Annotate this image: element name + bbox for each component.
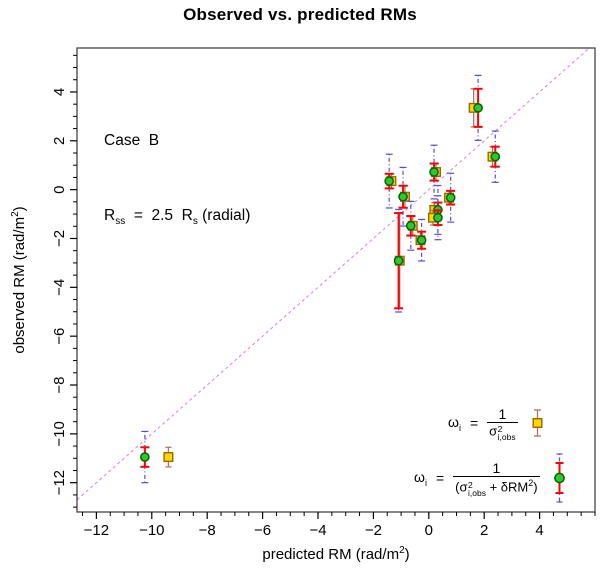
x-tick-label: −12 xyxy=(84,522,109,539)
x-axis-label-text: predicted RM (rad/m xyxy=(262,546,400,563)
data-point-circle xyxy=(405,220,416,231)
plot-border xyxy=(76,47,596,513)
legend-paren-open: ( xyxy=(455,479,460,495)
legend-equals-1: = xyxy=(469,415,479,432)
annotation-case-label: Case B xyxy=(104,132,160,149)
y-tick-label: −2 xyxy=(51,230,68,247)
y-tick-label: −10 xyxy=(51,421,68,446)
x-tick-label: −6 xyxy=(254,522,271,539)
legend-sigma-sub-1: i,obs xyxy=(497,432,516,443)
legend-fraction-2: 1 (σ 2 i,obs + δRM2) xyxy=(453,459,540,498)
data-point-circle xyxy=(140,452,150,462)
x-axis-label-close: ) xyxy=(404,546,410,563)
x-tick-label: −2 xyxy=(365,522,382,539)
legend-sigma-1: σ xyxy=(489,423,498,439)
legend-row-sigma-total: ωi = 1 (σ 2 i,obs + δRM2) xyxy=(414,452,567,504)
data-point-circle xyxy=(429,167,439,177)
data-point-circle xyxy=(384,176,395,186)
y-axis-label-close: ) xyxy=(11,206,28,212)
data-point-circle xyxy=(393,255,404,266)
legend-sigma-scripts-1: 2 i,obs xyxy=(497,424,516,443)
x-tick-label: −8 xyxy=(199,522,216,539)
legend-omega-symbol-2: ω xyxy=(414,468,425,485)
legend-green-circle-marker xyxy=(553,453,565,503)
legend-sigma-sup-1: 2 xyxy=(497,424,503,435)
legend-omega-symbol-1: ω xyxy=(448,413,459,430)
y-tick-label: −4 xyxy=(51,279,68,296)
legend-omega-sub-1: i xyxy=(458,422,461,433)
y-tick-label: 0 xyxy=(51,185,68,193)
chart-title: Observed vs. predicted RMs xyxy=(183,5,417,24)
x-axis-label: predicted RM (rad/m2) xyxy=(136,545,536,563)
x-tick-label: 4 xyxy=(535,522,543,539)
annotation-r1-sub: ss xyxy=(115,216,126,228)
annotation-r2: R xyxy=(181,207,193,224)
data-point-circle xyxy=(433,212,443,223)
data-point-circle xyxy=(445,192,456,203)
legend-row-sigma-obs: ωi = 1 σ 2 i,obs xyxy=(448,406,545,443)
legend-sigma-scripts-2: 2 i,obs xyxy=(468,479,486,498)
y-tick-label: −12 xyxy=(51,470,68,495)
legend-fraction-1: 1 σ 2 i,obs xyxy=(487,406,518,443)
legend-numerator-2: 1 xyxy=(492,459,501,476)
data-point-circle xyxy=(473,102,483,113)
data-point-circle xyxy=(416,235,427,246)
y-axis-label-text: observed RM (rad/m xyxy=(11,216,28,354)
legend-sigma-sup-2: 2 xyxy=(468,479,473,490)
y-tick-label: 2 xyxy=(51,137,68,145)
legend-omega-1: ωi xyxy=(448,414,461,433)
data-point-circle xyxy=(398,191,408,202)
x-tick-label: 2 xyxy=(480,522,488,539)
annotation-rss-label: Rss = 2.5 Rs (radial) xyxy=(104,203,250,234)
legend-denominator-1: σ 2 i,obs xyxy=(487,422,518,443)
legend-omega-2: ωi xyxy=(414,469,427,488)
legend-sigma-2: σ xyxy=(459,479,468,495)
y-tick-label: −8 xyxy=(51,376,68,393)
legend-omega-sub-2: i xyxy=(424,477,427,488)
legend-denominator-2: (σ 2 i,obs + δRM2) xyxy=(453,476,540,498)
annotation-block: Case B Rss = 2.5 Rs (radial) xyxy=(104,78,250,284)
legend-yellow-square-marker xyxy=(532,409,543,437)
y-tick-label: 4 xyxy=(51,88,68,96)
annotation-tail: (radial) xyxy=(197,207,251,224)
legend-delta-rm-sup: 2 xyxy=(528,478,534,489)
legend-numerator-1: 1 xyxy=(498,406,507,422)
annotation-r2-sub: s xyxy=(192,216,198,228)
legend-paren-close: ) xyxy=(533,479,538,495)
x-axis-label-sup: 2 xyxy=(399,545,405,556)
data-point-circle xyxy=(490,151,501,162)
data-point-square xyxy=(163,452,174,463)
annotation-mid: = 2.5 xyxy=(125,207,182,224)
legend-equals-2: = xyxy=(435,470,445,486)
legend-sigma-sub-2: i,obs xyxy=(468,487,486,498)
x-tick-label: 0 xyxy=(425,522,433,539)
x-tick-label: −10 xyxy=(139,522,164,539)
y-axis-label: observed RM (rad/m2) xyxy=(10,170,30,390)
annotation-r1: R xyxy=(104,207,116,224)
y-axis-label-sup: 2 xyxy=(10,211,21,217)
x-tick-label: −4 xyxy=(309,522,326,539)
legend-delta-rm: + δRM xyxy=(485,479,529,495)
y-tick-label: −6 xyxy=(51,328,68,345)
